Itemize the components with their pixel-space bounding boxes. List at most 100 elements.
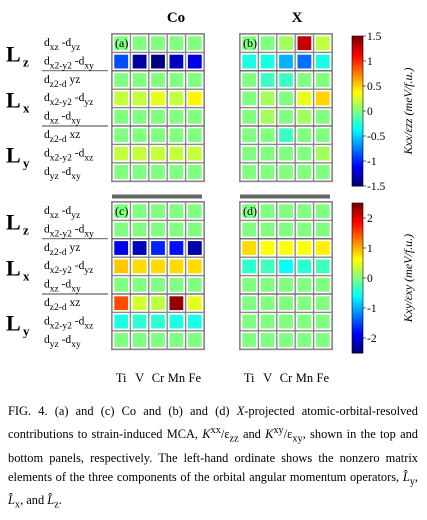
heatmap-cell: [314, 257, 332, 275]
orbital-row-label: dz2-d yz: [44, 242, 80, 258]
heatmap-cell: [295, 71, 313, 89]
heatmap-cell: [314, 221, 332, 239]
colorbar-segment: [352, 350, 363, 354]
heatmap-cell: [295, 276, 313, 294]
x-tick-label: V: [135, 371, 144, 385]
heatmap-cell: [240, 331, 258, 349]
heatmap-cell: [295, 34, 313, 52]
operator-subscript: y: [23, 156, 30, 171]
heatmap-cell: [314, 145, 332, 163]
colorbar-label: Kxx/εzz (meV/f.u.): [401, 67, 415, 155]
heatmap-cell: [295, 108, 313, 126]
heatmap-cell: [186, 276, 204, 294]
heatmap-cell: [149, 34, 167, 52]
heatmap-cell: [167, 276, 185, 294]
heatmap-cell: [186, 239, 204, 257]
heatmap-cell: [112, 313, 130, 331]
colorbar-segment: [352, 273, 363, 276]
heatmap-cell: [131, 313, 149, 331]
caption-k2-sup: xy: [273, 425, 284, 436]
heatmap-cell: [131, 331, 149, 349]
heatmap-cell: [112, 276, 130, 294]
heatmap-cell: [131, 89, 149, 107]
heatmap-cell: [240, 276, 258, 294]
colorbar-tick-label: 1.5: [367, 31, 382, 43]
colorbar-segment: [352, 220, 363, 224]
caption-k1-sub: zz: [229, 433, 239, 445]
heatmap-cell: [314, 202, 332, 220]
colorbar-segment: [352, 126, 363, 129]
colorbar-segment: [352, 345, 363, 349]
colorbar-segment: [352, 141, 363, 144]
colorbar-segment: [352, 113, 363, 117]
colorbar-segment: [352, 348, 363, 351]
heatmap-cell: [295, 126, 313, 144]
heatmap-cell: [277, 145, 295, 163]
colorbar-segment: [352, 278, 363, 281]
panel-label: (a): [115, 36, 128, 50]
heatmap-cell: [186, 221, 204, 239]
operator-label: L: [6, 87, 21, 112]
operator-subscript: x: [23, 268, 30, 283]
operator-label: L: [6, 143, 21, 168]
heatmap-cell: [131, 202, 149, 220]
operator-label: L: [6, 255, 21, 280]
colorbar-segment: [352, 106, 363, 109]
orbital-row-label: dx2-y2 -dxy: [44, 223, 94, 239]
colorbar-segment: [352, 260, 363, 264]
heatmap-cell: [295, 53, 313, 71]
colorbar-segment: [352, 328, 363, 331]
colorbar-segment: [352, 56, 363, 59]
colorbar-segment: [352, 208, 363, 211]
colorbar-segment: [352, 333, 363, 336]
heatmap-cell: [277, 276, 295, 294]
colorbar-segment: [352, 163, 363, 167]
colorbar-segment: [352, 66, 363, 69]
heatmap-cell: [149, 239, 167, 257]
heatmap-cell: [259, 53, 277, 71]
heatmap-cell: [149, 331, 167, 349]
colorbar-segment: [352, 300, 363, 304]
colorbar-segment: [352, 36, 363, 39]
heatmap-cell: [167, 257, 185, 275]
colorbar-tick-label: -1: [367, 156, 377, 168]
heatmap-cell: [240, 89, 258, 107]
colorbar-segment: [352, 218, 363, 221]
heatmap-cell: [149, 71, 167, 89]
caption-op-y: L̂: [402, 469, 410, 484]
heatmap-cell: [186, 163, 204, 181]
colorbar-segment: [352, 153, 363, 157]
orbital-row-label: dxz -dyz: [44, 205, 80, 221]
caption-op-y-sub: y: [409, 476, 415, 488]
heatmap-cell: [314, 71, 332, 89]
colorbar-segment: [352, 63, 363, 67]
heatmap-cell: [259, 71, 277, 89]
heatmap-cell: [131, 108, 149, 126]
colorbar-bottom: 2 1 0 -1 -2 Kxy/εxy (meV/f.u.): [351, 202, 415, 354]
colorbar-segment: [352, 280, 363, 284]
caption-text-2: -projected atomic-orbital-resolved contr…: [8, 404, 418, 442]
colorbar-segment: [352, 173, 363, 177]
heatmap-cell: [167, 239, 185, 257]
heatmap-cell: [277, 108, 295, 126]
colorbar-segment: [352, 205, 363, 209]
colorbar-segment: [352, 51, 363, 54]
colorbar-segment: [352, 230, 363, 234]
colorbar-segment: [352, 98, 363, 102]
heatmap-cell: [112, 294, 130, 312]
x-tick-label: Ti: [116, 371, 127, 385]
colorbar-segment: [352, 248, 363, 251]
colorbar-segment: [352, 340, 363, 344]
colorbar-segment: [352, 313, 363, 316]
heatmap-cell: [131, 145, 149, 163]
column-title-x: X: [292, 10, 303, 26]
colorbar-segment: [352, 83, 363, 87]
colorbar-segment: [352, 166, 363, 169]
heatmap-cell: [149, 108, 167, 126]
orbital-row-label: dx2-y2 -dxz: [44, 315, 93, 331]
colorbar-tick-label: 1: [367, 243, 373, 255]
heatmap-cell: [186, 145, 204, 163]
column-title-co: Co: [167, 10, 185, 26]
colorbar-segment: [352, 143, 363, 147]
colorbar-segment: [352, 210, 363, 214]
